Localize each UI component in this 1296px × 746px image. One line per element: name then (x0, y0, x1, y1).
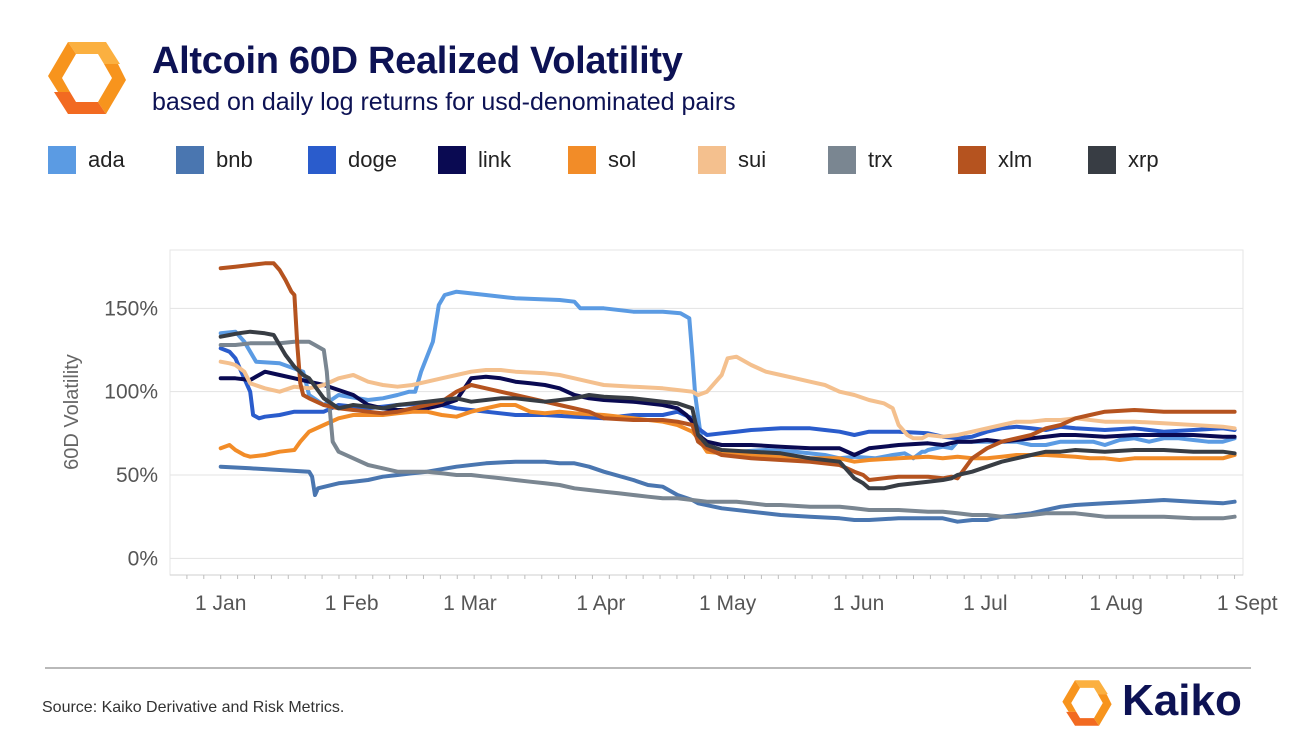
legend-swatch (568, 146, 596, 174)
x-tick-label: 1 May (699, 592, 757, 615)
legend-label: sui (738, 147, 767, 172)
line-chart: 0% 50% 100% 150% 1 Jan 1 Feb 1 Mar 1 Apr 1 May 1… (61, 249, 1278, 615)
brand-wordmark: Kaiko (1122, 676, 1242, 725)
legend-item-trx: trx (828, 145, 892, 175)
legend-item-bnb: bnb (176, 145, 253, 175)
plot-area (169, 249, 1244, 576)
chart-subtitle: based on daily log returns for usd-denom… (152, 88, 736, 116)
legend-item-doge: doge (308, 145, 397, 175)
x-tick-label: 1 Aug (1089, 592, 1143, 615)
series-line-sui (218, 354, 1237, 441)
series-line-link (218, 369, 1237, 457)
legend-label: xlm (998, 147, 1033, 172)
legend-swatch (48, 146, 76, 174)
legend-swatch (1088, 146, 1116, 174)
x-tick-label: 1 Jan (195, 592, 246, 615)
series-line-xlm (218, 261, 1237, 482)
legend-label: xrp (1128, 147, 1159, 172)
legend-item-xlm: xlm (958, 145, 1032, 175)
legend-swatch (828, 146, 856, 174)
legend-item-xrp: xrp (1088, 145, 1159, 175)
legend-label: sol (608, 147, 637, 172)
legend-label: trx (868, 147, 893, 172)
series-line-trx (218, 339, 1237, 521)
source-note: Source: Kaiko Derivative and Risk Metric… (42, 699, 345, 716)
footer-divider (45, 667, 1251, 669)
legend-item-ada: ada (48, 145, 125, 175)
kaiko-logo-icon (48, 42, 126, 114)
chart-legend: ada bnb doge link sol sui trx xlm xrp (48, 145, 1268, 177)
kaiko-logo-icon (1062, 680, 1112, 726)
legend-swatch (176, 146, 204, 174)
x-tick-label: 1 Sept (1217, 592, 1278, 615)
y-tick-label: 0% (128, 547, 158, 570)
legend-item-sol: sol (568, 145, 636, 175)
chart-title: Altcoin 60D Realized Volatility (152, 40, 683, 82)
legend-item-link: link (438, 145, 511, 175)
legend-swatch (958, 146, 986, 174)
legend-item-sui: sui (698, 145, 766, 175)
legend-swatch (698, 146, 726, 174)
x-tick-label: 1 Mar (443, 592, 497, 615)
x-tick-label: 1 Apr (576, 592, 625, 615)
x-tick-label: 1 Feb (325, 592, 379, 615)
series-line-doge (218, 346, 1237, 441)
y-tick-label: 100% (104, 381, 158, 404)
y-tick-label: 50% (116, 464, 158, 487)
y-axis-label: 60D Volatility (61, 354, 83, 470)
legend-label: doge (348, 147, 397, 172)
legend-label: link (478, 147, 512, 172)
x-tick-label: 1 Jul (963, 592, 1007, 615)
y-tick-label: 150% (104, 297, 158, 320)
legend-label: bnb (216, 147, 253, 172)
legend-label: ada (88, 147, 125, 172)
series-line-xrp (218, 329, 1237, 491)
x-tick-label: 1 Jun (833, 592, 884, 615)
legend-swatch (308, 146, 336, 174)
legend-swatch (438, 146, 466, 174)
